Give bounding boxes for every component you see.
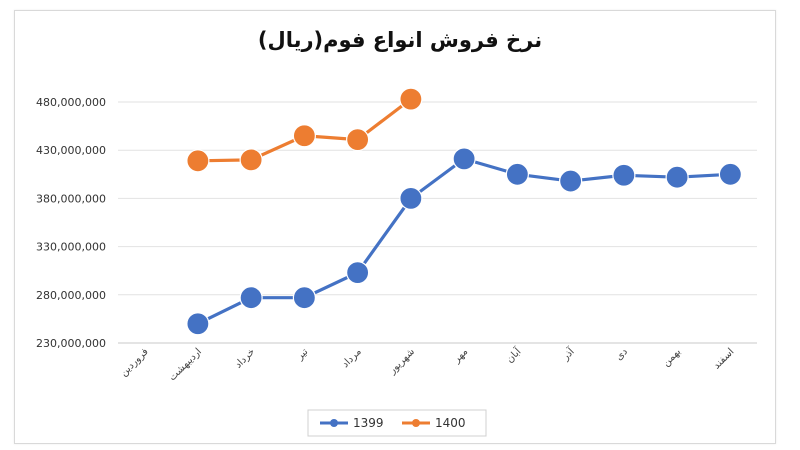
legend-swatch-marker [412,419,420,427]
data-point [399,186,423,210]
data-point [612,163,636,187]
legend-label: 1399 [353,416,384,430]
data-point [505,162,529,186]
y-tick-label: 230,000,000 [36,337,106,350]
y-tick-label: 380,000,000 [36,192,106,205]
x-tick-label: مهر [451,346,470,365]
data-point [239,148,263,172]
data-point [399,87,423,111]
series-1400 [186,87,423,173]
legend: 1399 1400 [307,409,487,437]
data-point [239,286,263,310]
x-tick-label: فروردین [118,346,151,379]
y-tick-label: 280,000,000 [36,289,106,302]
y-tick-label: 330,000,000 [36,241,106,254]
x-tick-label: دی [614,346,630,362]
data-point [718,162,742,186]
data-point [665,165,689,189]
x-tick-label: اسفند [711,346,736,371]
x-tick-label: بهمن [661,346,683,368]
data-point [346,261,370,285]
data-point [346,127,370,152]
gridlines [118,101,757,344]
data-point [292,286,316,310]
x-tick-label: مرداد [340,346,364,370]
data-point [452,147,476,171]
series-line [197,157,731,326]
x-tick-label: اردیبهشت [167,346,204,383]
x-tick-label: آذر [558,344,577,363]
x-tick-label: آبان [503,344,524,365]
chart-frame [14,10,776,444]
series-layer [186,87,742,336]
data-point [292,124,316,148]
x-tick-label: تیر [294,346,311,363]
y-axis: 230,000,000 280,000,000 330,000,000 380,000… [36,96,106,350]
x-tick-label: خرداد [233,346,257,370]
series-1399 [186,147,742,336]
y-tick-label: 480,000,000 [36,96,106,109]
x-axis: فروردین اردیبهشت خرداد تیر مرداد شهریور مهر آبا… [118,344,736,383]
x-tick-label: شهریور [386,346,417,377]
chart-title: نرخ فروش انواع فوم(ریال) [257,28,543,52]
y-tick-label: 430,000,000 [36,144,106,157]
legend-swatch-marker [330,419,338,427]
data-point [559,169,583,193]
data-point [186,312,210,336]
data-point [186,149,210,173]
legend-label: 1400 [435,416,466,430]
